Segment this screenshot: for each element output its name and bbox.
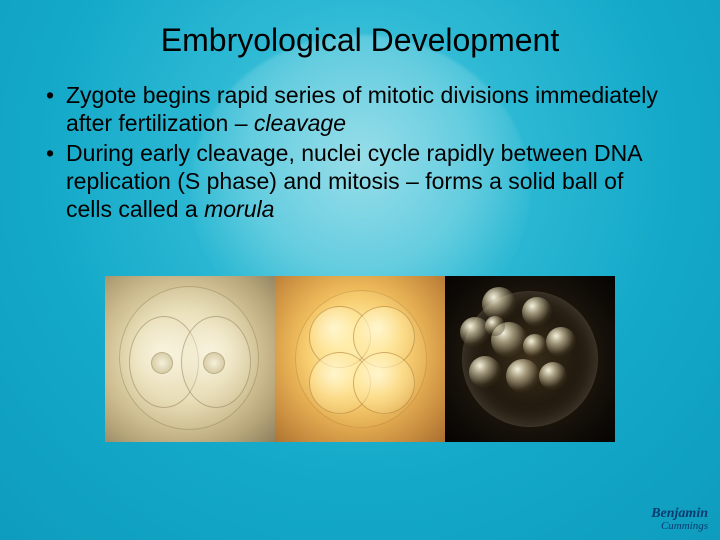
bullet-item: Zygote begins rapid series of mitotic di… (42, 81, 660, 137)
bullet-term: cleavage (254, 110, 346, 136)
embryo-morula-image (445, 276, 615, 442)
publisher-sub: Cummings (651, 521, 708, 532)
morula-cell (523, 334, 547, 358)
nucleus (203, 352, 225, 374)
nucleus (151, 352, 173, 374)
morula-cell (506, 359, 540, 393)
bullet-list: Zygote begins rapid series of mitotic di… (0, 81, 720, 223)
morula-cell (546, 327, 576, 357)
slide-content: Embryological Development Zygote begins … (0, 0, 720, 223)
publisher-credit: Benjamin Cummings (651, 507, 708, 532)
morula-cell (469, 356, 501, 388)
publisher-brand: Benjamin (651, 507, 708, 521)
bullet-item: During early cleavage, nuclei cycle rapi… (42, 139, 660, 223)
morula-cell (485, 316, 505, 336)
bullet-term: morula (204, 196, 274, 222)
blastomere (353, 352, 415, 414)
embryo-two-cell-image (105, 276, 275, 442)
embryo-four-cell-image (275, 276, 445, 442)
morula-cell (539, 362, 567, 390)
slide-title: Embryological Development (0, 22, 720, 59)
embryo-image-row (105, 276, 615, 442)
bullet-text: Zygote begins rapid series of mitotic di… (66, 82, 658, 136)
morula-cell (522, 297, 552, 327)
bullet-text: During early cleavage, nuclei cycle rapi… (66, 140, 641, 222)
